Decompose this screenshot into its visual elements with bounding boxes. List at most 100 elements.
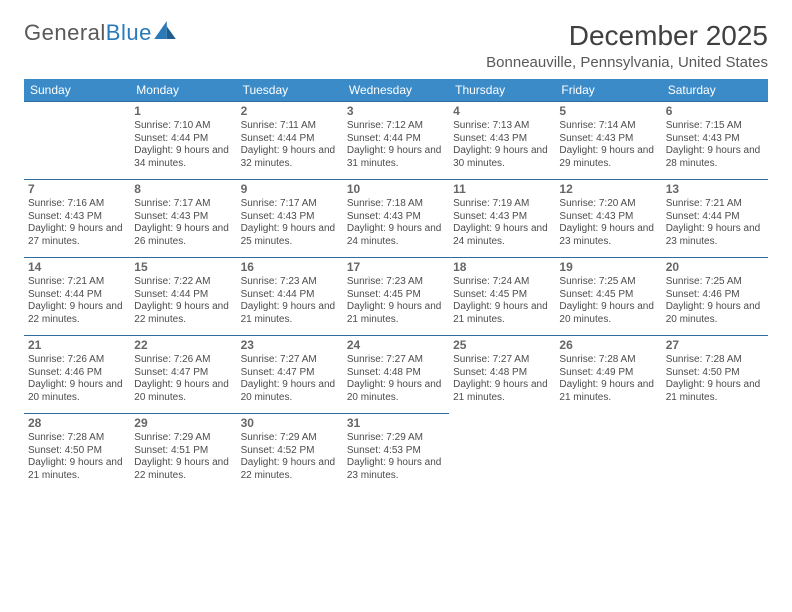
sunset-line: Sunset: 4:45 PM — [453, 289, 551, 302]
daylight-line: Daylight: 9 hours and 34 minutes. — [134, 145, 232, 170]
day-number: 3 — [347, 104, 445, 119]
sunset-line: Sunset: 4:44 PM — [241, 289, 339, 302]
calendar-day-cell: 15Sunrise: 7:22 AMSunset: 4:44 PMDayligh… — [130, 258, 236, 336]
day-number: 30 — [241, 416, 339, 431]
sunrise-line: Sunrise: 7:19 AM — [453, 198, 551, 211]
daylight-line: Daylight: 9 hours and 25 minutes. — [241, 223, 339, 248]
sunset-line: Sunset: 4:48 PM — [453, 367, 551, 380]
calendar-table: SundayMondayTuesdayWednesdayThursdayFrid… — [24, 79, 768, 492]
calendar-day-cell: 22Sunrise: 7:26 AMSunset: 4:47 PMDayligh… — [130, 336, 236, 414]
calendar-day-cell: 9Sunrise: 7:17 AMSunset: 4:43 PMDaylight… — [237, 180, 343, 258]
day-number: 9 — [241, 182, 339, 197]
calendar-day-cell: 8Sunrise: 7:17 AMSunset: 4:43 PMDaylight… — [130, 180, 236, 258]
calendar-head: SundayMondayTuesdayWednesdayThursdayFrid… — [24, 79, 768, 102]
calendar-day-cell: 27Sunrise: 7:28 AMSunset: 4:50 PMDayligh… — [662, 336, 768, 414]
daylight-line: Daylight: 9 hours and 32 minutes. — [241, 145, 339, 170]
calendar-day-cell: 17Sunrise: 7:23 AMSunset: 4:45 PMDayligh… — [343, 258, 449, 336]
daylight-line: Daylight: 9 hours and 20 minutes. — [666, 301, 764, 326]
day-number: 22 — [134, 338, 232, 353]
sunset-line: Sunset: 4:52 PM — [241, 445, 339, 458]
sunrise-line: Sunrise: 7:25 AM — [559, 276, 657, 289]
day-number: 16 — [241, 260, 339, 275]
sunset-line: Sunset: 4:51 PM — [134, 445, 232, 458]
sunset-line: Sunset: 4:44 PM — [347, 133, 445, 146]
sunset-line: Sunset: 4:47 PM — [134, 367, 232, 380]
day-number: 18 — [453, 260, 551, 275]
sunset-line: Sunset: 4:50 PM — [28, 445, 126, 458]
sunset-line: Sunset: 4:45 PM — [559, 289, 657, 302]
logo-text-blue: Blue — [106, 20, 152, 46]
sunset-line: Sunset: 4:43 PM — [241, 211, 339, 224]
calendar-day-cell: 5Sunrise: 7:14 AMSunset: 4:43 PMDaylight… — [555, 102, 661, 180]
calendar-day-cell: 20Sunrise: 7:25 AMSunset: 4:46 PMDayligh… — [662, 258, 768, 336]
calendar-day-cell: 4Sunrise: 7:13 AMSunset: 4:43 PMDaylight… — [449, 102, 555, 180]
day-number: 24 — [347, 338, 445, 353]
sunset-line: Sunset: 4:43 PM — [559, 211, 657, 224]
logo: GeneralBlue — [24, 20, 176, 46]
calendar-day-cell: 21Sunrise: 7:26 AMSunset: 4:46 PMDayligh… — [24, 336, 130, 414]
day-number: 27 — [666, 338, 764, 353]
day-number: 28 — [28, 416, 126, 431]
calendar-week-row: 1Sunrise: 7:10 AMSunset: 4:44 PMDaylight… — [24, 102, 768, 180]
daylight-line: Daylight: 9 hours and 20 minutes. — [241, 379, 339, 404]
sunrise-line: Sunrise: 7:29 AM — [347, 432, 445, 445]
day-number: 25 — [453, 338, 551, 353]
calendar-day-cell: 2Sunrise: 7:11 AMSunset: 4:44 PMDaylight… — [237, 102, 343, 180]
calendar-day-cell — [449, 414, 555, 492]
sunset-line: Sunset: 4:48 PM — [347, 367, 445, 380]
sunrise-line: Sunrise: 7:27 AM — [453, 354, 551, 367]
calendar-day-cell: 6Sunrise: 7:15 AMSunset: 4:43 PMDaylight… — [662, 102, 768, 180]
day-number: 23 — [241, 338, 339, 353]
day-number: 6 — [666, 104, 764, 119]
day-number: 15 — [134, 260, 232, 275]
sunset-line: Sunset: 4:43 PM — [347, 211, 445, 224]
sunrise-line: Sunrise: 7:29 AM — [134, 432, 232, 445]
sunset-line: Sunset: 4:44 PM — [28, 289, 126, 302]
calendar-day-cell: 16Sunrise: 7:23 AMSunset: 4:44 PMDayligh… — [237, 258, 343, 336]
day-number: 13 — [666, 182, 764, 197]
daylight-line: Daylight: 9 hours and 20 minutes. — [347, 379, 445, 404]
day-number: 17 — [347, 260, 445, 275]
sunset-line: Sunset: 4:44 PM — [134, 133, 232, 146]
calendar-week-row: 21Sunrise: 7:26 AMSunset: 4:46 PMDayligh… — [24, 336, 768, 414]
calendar-day-cell: 3Sunrise: 7:12 AMSunset: 4:44 PMDaylight… — [343, 102, 449, 180]
sunrise-line: Sunrise: 7:26 AM — [28, 354, 126, 367]
sunrise-line: Sunrise: 7:13 AM — [453, 120, 551, 133]
sunrise-line: Sunrise: 7:23 AM — [347, 276, 445, 289]
daylight-line: Daylight: 9 hours and 21 minutes. — [347, 301, 445, 326]
daylight-line: Daylight: 9 hours and 21 minutes. — [28, 457, 126, 482]
daylight-line: Daylight: 9 hours and 21 minutes. — [559, 379, 657, 404]
sunset-line: Sunset: 4:43 PM — [666, 133, 764, 146]
sunrise-line: Sunrise: 7:18 AM — [347, 198, 445, 211]
day-number: 20 — [666, 260, 764, 275]
daylight-line: Daylight: 9 hours and 20 minutes. — [134, 379, 232, 404]
calendar-day-cell: 18Sunrise: 7:24 AMSunset: 4:45 PMDayligh… — [449, 258, 555, 336]
sunset-line: Sunset: 4:53 PM — [347, 445, 445, 458]
daylight-line: Daylight: 9 hours and 24 minutes. — [453, 223, 551, 248]
sunrise-line: Sunrise: 7:11 AM — [241, 120, 339, 133]
calendar-day-cell: 10Sunrise: 7:18 AMSunset: 4:43 PMDayligh… — [343, 180, 449, 258]
sunrise-line: Sunrise: 7:16 AM — [28, 198, 126, 211]
daylight-line: Daylight: 9 hours and 31 minutes. — [347, 145, 445, 170]
sunset-line: Sunset: 4:44 PM — [134, 289, 232, 302]
calendar-body: 1Sunrise: 7:10 AMSunset: 4:44 PMDaylight… — [24, 102, 768, 492]
sunrise-line: Sunrise: 7:24 AM — [453, 276, 551, 289]
sunrise-line: Sunrise: 7:27 AM — [241, 354, 339, 367]
daylight-line: Daylight: 9 hours and 26 minutes. — [134, 223, 232, 248]
daylight-line: Daylight: 9 hours and 27 minutes. — [28, 223, 126, 248]
calendar-week-row: 14Sunrise: 7:21 AMSunset: 4:44 PMDayligh… — [24, 258, 768, 336]
calendar-day-cell — [555, 414, 661, 492]
calendar-day-cell: 24Sunrise: 7:27 AMSunset: 4:48 PMDayligh… — [343, 336, 449, 414]
calendar-day-cell: 1Sunrise: 7:10 AMSunset: 4:44 PMDaylight… — [130, 102, 236, 180]
sunset-line: Sunset: 4:45 PM — [347, 289, 445, 302]
sunrise-line: Sunrise: 7:21 AM — [666, 198, 764, 211]
calendar-day-cell: 19Sunrise: 7:25 AMSunset: 4:45 PMDayligh… — [555, 258, 661, 336]
day-number: 7 — [28, 182, 126, 197]
sunrise-line: Sunrise: 7:12 AM — [347, 120, 445, 133]
day-number: 1 — [134, 104, 232, 119]
weekday-header: Thursday — [449, 79, 555, 102]
location: Bonneauville, Pennsylvania, United State… — [486, 54, 768, 71]
daylight-line: Daylight: 9 hours and 22 minutes. — [28, 301, 126, 326]
sunrise-line: Sunrise: 7:14 AM — [559, 120, 657, 133]
sunrise-line: Sunrise: 7:23 AM — [241, 276, 339, 289]
